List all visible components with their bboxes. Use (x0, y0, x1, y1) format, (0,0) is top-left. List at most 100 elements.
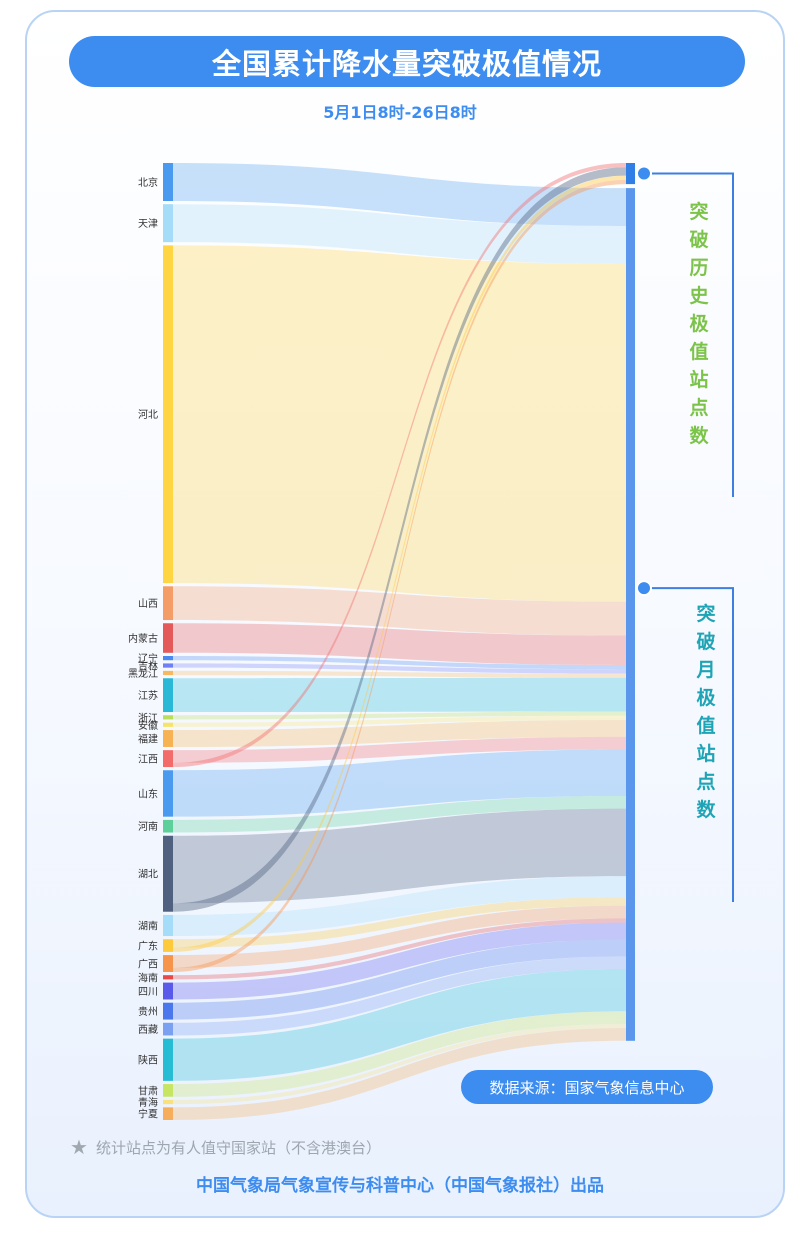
footnote: ★ 统计站点为有人值守国家站（不含港澳台） (70, 1135, 381, 1159)
source-node-3 (163, 586, 173, 621)
publisher-credit: 中国气象局气象宣传与科普中心（中国气象报社）出品 (196, 1176, 604, 1196)
source-node-1 (163, 204, 173, 243)
source-label-10: 安徽 (138, 719, 158, 732)
source-label-13: 山东 (138, 787, 158, 800)
flow-month-2 (173, 245, 626, 602)
source-node-2 (163, 245, 173, 584)
flow-month-5 (173, 656, 626, 670)
source-node-9 (163, 715, 173, 720)
source-label-14: 河南 (138, 820, 158, 833)
flow-month-16 (173, 876, 626, 937)
source-node-25 (163, 1099, 173, 1105)
data-source-badge: 数据来源：国家气象信息中心 (461, 1070, 713, 1104)
source-node-14 (163, 819, 173, 833)
source-node-6 (163, 663, 173, 668)
source-node-7 (163, 670, 173, 676)
source-node-17 (163, 939, 173, 952)
source-node-5 (163, 656, 173, 661)
flow-month-14 (173, 795, 626, 833)
source-label-19: 海南 (138, 971, 158, 984)
flow-month-20 (173, 922, 626, 1000)
source-label-18: 广西 (138, 959, 158, 971)
source-node-23 (163, 1038, 173, 1081)
flow-month-22 (173, 956, 626, 1036)
chart-subtitle: 5月1日8时-26日8时 (323, 103, 477, 122)
flow-history-12 (173, 163, 626, 768)
flow-month-18 (173, 905, 626, 968)
flow-month-4 (173, 623, 626, 666)
flow-history-17 (173, 175, 626, 952)
source-label-22: 西藏 (138, 1024, 158, 1036)
source-label-3: 山西 (138, 598, 158, 610)
target-node-layer (626, 163, 734, 1041)
source-node-4 (163, 623, 173, 653)
source-node-22 (163, 1022, 173, 1036)
source-label-layer: 北京天津河北山西内蒙古辽宁吉林黑龙江江苏浙江安徽福建江西山东河南湖北湖南广东广西… (128, 176, 158, 1121)
card-background (25, 10, 785, 1218)
source-label-24: 甘肃 (138, 1084, 158, 1097)
chart-title: 全国累计降水量突破极值情况 (69, 36, 745, 87)
source-label-2: 河北 (138, 409, 158, 421)
source-node-20 (163, 982, 173, 1000)
flow-history-15 (173, 167, 626, 912)
flow-month-8 (173, 677, 626, 713)
source-label-0: 北京 (138, 176, 158, 189)
source-node-11 (163, 730, 173, 747)
source-label-16: 湖南 (138, 919, 158, 932)
source-node-12 (163, 750, 173, 768)
source-node-8 (163, 678, 173, 713)
flow-month-6 (173, 663, 626, 674)
source-label-17: 广东 (138, 940, 158, 953)
source-label-26: 宁夏 (138, 1108, 158, 1121)
month-bracket (641, 587, 734, 902)
source-node-0 (163, 163, 173, 201)
source-node-19 (163, 975, 173, 980)
source-label-9: 浙江 (138, 712, 158, 724)
source-label-6: 吉林 (138, 660, 158, 673)
source-node-21 (163, 1002, 173, 1020)
source-node-layer (163, 163, 173, 1120)
flow-month-3 (173, 586, 626, 636)
flow-month-19 (173, 918, 626, 980)
history-marker (636, 165, 652, 182)
target-label-history: 突破历史极值站点数 (689, 201, 709, 447)
source-label-12: 江西 (138, 754, 158, 766)
target-node-month (626, 188, 635, 1041)
flow-month-1 (173, 204, 626, 265)
source-label-8: 江苏 (138, 689, 158, 702)
source-label-1: 天津 (138, 218, 158, 230)
source-label-7: 黑龙江 (128, 667, 158, 680)
flow-month-12 (173, 736, 626, 763)
target-label-month: 突破月极值站点数 (696, 603, 716, 821)
source-node-26 (163, 1107, 173, 1120)
source-label-23: 陕西 (138, 1054, 158, 1067)
source-node-18 (163, 955, 173, 972)
flow-history-18 (173, 179, 626, 972)
source-label-25: 青海 (138, 1096, 158, 1109)
month-marker (636, 580, 652, 597)
star-icon: ★ (70, 1135, 88, 1159)
flow-month-15 (173, 808, 626, 904)
flow-month-9 (173, 711, 626, 720)
flow-month-10 (173, 715, 626, 727)
source-label-5: 辽宁 (138, 652, 158, 665)
flow-month-21 (173, 939, 626, 1020)
source-node-16 (163, 914, 173, 937)
source-node-10 (163, 722, 173, 727)
flow-month-24 (173, 1011, 626, 1097)
source-node-15 (163, 835, 173, 912)
source-node-24 (163, 1084, 173, 1097)
source-label-20: 四川 (138, 987, 158, 998)
flow-layer (173, 163, 626, 1120)
history-bracket (641, 172, 734, 497)
source-node-13 (163, 770, 173, 817)
footnote-text: 统计站点为有人值守国家站（不含港澳台） (95, 1138, 381, 1157)
flow-month-11 (173, 719, 626, 747)
flow-month-23 (173, 969, 626, 1081)
flow-month-25 (173, 1023, 626, 1105)
flow-month-13 (173, 749, 626, 817)
source-label-4: 内蒙古 (128, 632, 158, 645)
source-label-11: 福建 (138, 733, 158, 746)
flow-month-17 (173, 897, 626, 948)
